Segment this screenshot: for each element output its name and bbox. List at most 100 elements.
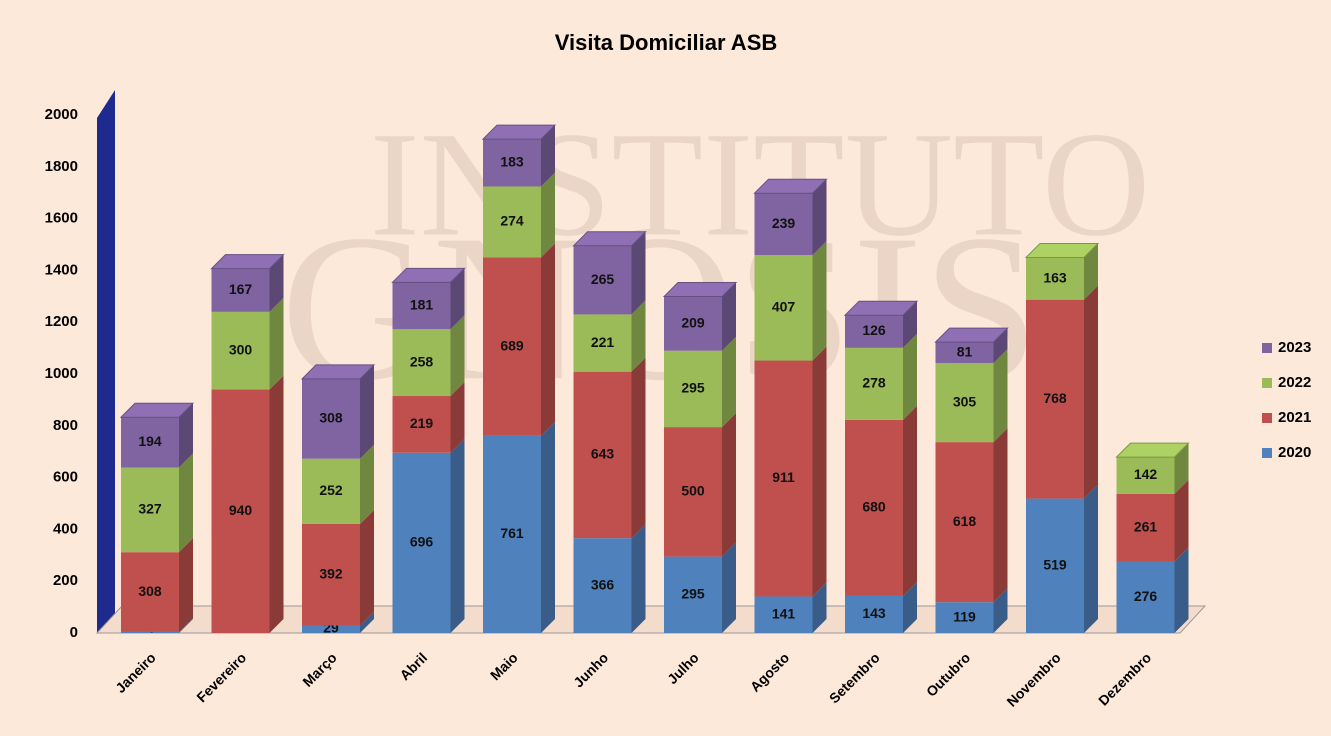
bar-side xyxy=(1174,479,1189,562)
value-label: 305 xyxy=(953,393,977,409)
bar-side xyxy=(1084,285,1098,499)
bar-top xyxy=(391,267,466,283)
bar-top xyxy=(843,300,919,316)
bar xyxy=(211,389,270,633)
bar-top xyxy=(1024,242,1100,258)
bar-side xyxy=(812,346,827,597)
bar xyxy=(664,350,722,428)
bar xyxy=(754,360,813,597)
value-label: 618 xyxy=(953,513,977,529)
bar xyxy=(392,452,451,633)
bar xyxy=(211,268,270,312)
bar-side xyxy=(722,282,736,351)
y-tick-label: 600 xyxy=(53,469,78,486)
bar-side xyxy=(450,315,465,397)
bar xyxy=(483,186,541,258)
value-label: 81 xyxy=(957,343,973,359)
bar xyxy=(121,417,179,468)
value-label: 221 xyxy=(591,334,615,350)
value-label: 500 xyxy=(681,483,705,499)
bar xyxy=(1026,498,1084,633)
value-label: 308 xyxy=(138,583,162,599)
y-tick-label: 0 xyxy=(70,624,78,641)
y-tick-label: 400 xyxy=(53,520,78,537)
bar xyxy=(664,427,722,557)
legend-label: 2023 xyxy=(1278,339,1311,356)
value-label: 761 xyxy=(500,525,524,541)
bar xyxy=(1116,457,1175,494)
bar xyxy=(845,595,903,633)
bar-side xyxy=(722,336,736,428)
value-label: 327 xyxy=(138,501,162,517)
bar xyxy=(121,631,179,633)
value-label: 768 xyxy=(1043,390,1067,406)
bar xyxy=(392,282,451,330)
value-label: 696 xyxy=(410,534,434,550)
bar xyxy=(754,596,813,633)
value-label: 278 xyxy=(862,375,886,391)
value-label: 940 xyxy=(229,502,253,518)
value-label: 392 xyxy=(319,565,343,581)
value-label: 167 xyxy=(229,281,253,297)
bar-side xyxy=(903,301,917,348)
bar-side xyxy=(269,254,284,312)
bar xyxy=(302,378,360,459)
y-tick-label: 2000 xyxy=(45,106,78,123)
y-tick-label: 1600 xyxy=(45,210,78,227)
bar-side xyxy=(269,297,284,390)
bar-side xyxy=(360,364,374,459)
bar-side xyxy=(360,509,374,626)
value-label: 258 xyxy=(410,353,434,369)
bar-side xyxy=(722,413,736,557)
bar-top xyxy=(1115,442,1190,458)
bar-top xyxy=(934,327,1009,343)
y-tick-label: 1800 xyxy=(45,158,78,175)
bar-side xyxy=(450,268,465,330)
y-tick-label: 1200 xyxy=(45,313,78,330)
bar xyxy=(302,625,360,633)
bar-side xyxy=(269,375,284,633)
bar xyxy=(211,311,270,390)
bar xyxy=(121,552,179,632)
value-label: 163 xyxy=(1043,269,1067,285)
bar-side xyxy=(179,453,193,553)
bar xyxy=(664,556,722,633)
bar xyxy=(1026,299,1084,499)
bar xyxy=(302,458,360,524)
value-label: 300 xyxy=(229,341,253,357)
bar-top xyxy=(481,124,557,140)
bar xyxy=(121,467,179,553)
legend-swatch xyxy=(1262,448,1272,458)
value-label: 194 xyxy=(138,433,162,449)
bar-side xyxy=(179,617,193,633)
bar-side xyxy=(450,382,465,453)
bar xyxy=(754,193,813,256)
value-label: 276 xyxy=(1134,588,1158,604)
value-label: 219 xyxy=(410,415,434,431)
bar-side xyxy=(993,588,1008,633)
bar-top xyxy=(753,178,828,194)
value-label: 209 xyxy=(681,314,705,330)
value-label: 308 xyxy=(319,410,343,426)
legend-label: 2022 xyxy=(1278,374,1311,391)
bar-side xyxy=(541,172,555,258)
bar-side xyxy=(1174,547,1189,633)
bar-side xyxy=(541,243,555,436)
bar-side xyxy=(903,581,917,633)
bar xyxy=(935,342,994,364)
bar xyxy=(392,329,451,397)
bar xyxy=(1026,257,1084,300)
bar-top xyxy=(662,282,738,298)
bar-side xyxy=(903,405,917,596)
bar-side xyxy=(812,179,827,256)
value-label: 911 xyxy=(772,469,795,485)
bar-top xyxy=(210,254,285,270)
value-label: 689 xyxy=(500,337,524,353)
bar xyxy=(302,523,360,626)
value-label: 295 xyxy=(681,380,705,396)
bar-side xyxy=(179,403,193,468)
value-label: 239 xyxy=(772,215,796,231)
value-label: 407 xyxy=(772,299,796,315)
value-label: 181 xyxy=(410,296,434,312)
value-label: 141 xyxy=(772,605,796,621)
